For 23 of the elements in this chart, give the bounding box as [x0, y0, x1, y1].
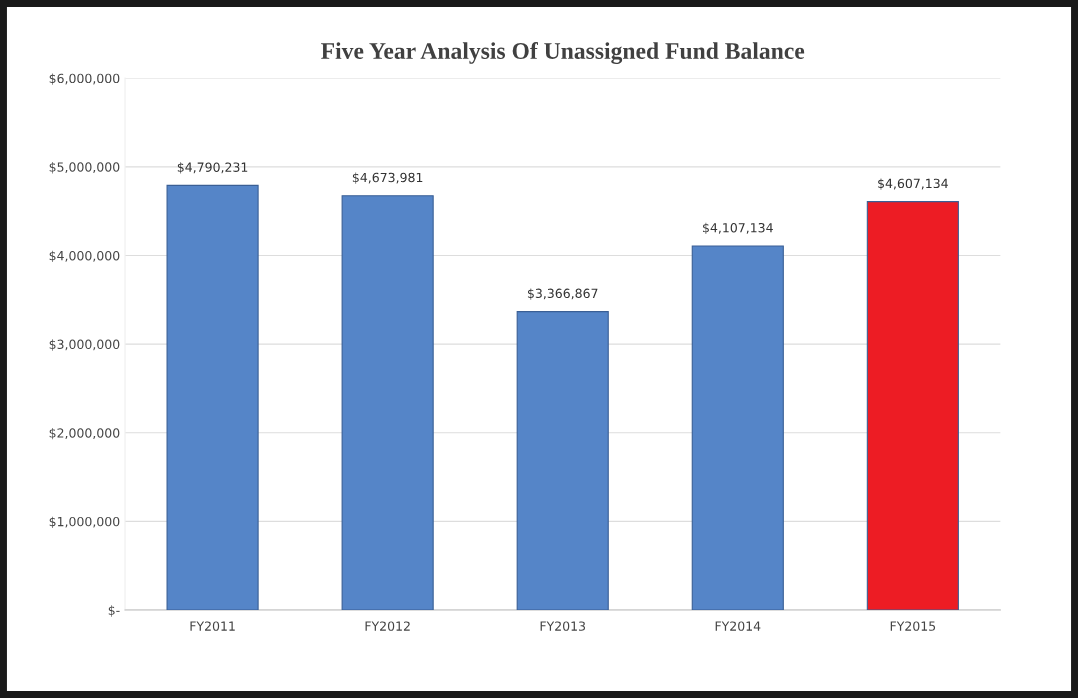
chart-title: Five Year Analysis Of Unassigned Fund Balance: [321, 42, 805, 64]
bar: [341, 195, 434, 611]
bar: [516, 311, 609, 611]
data-label: $4,790,231: [177, 162, 248, 174]
data-label: $4,673,981: [352, 172, 423, 184]
data-label: $4,607,134: [878, 178, 948, 190]
bar: [166, 184, 259, 611]
bar: [691, 245, 784, 611]
y-tick-label: $5,000,000: [49, 162, 120, 174]
y-tick-label: $3,000,000: [49, 339, 120, 351]
y-tick-label: $4,000,000: [49, 250, 120, 263]
bar: [866, 201, 959, 611]
y-tick-label: $2,000,000: [49, 428, 120, 440]
x-tick-label: FY2015: [890, 621, 936, 631]
x-tick-label: FY2014: [715, 621, 761, 631]
x-tick-label: FY2013: [540, 621, 586, 631]
y-tick-label: $1,000,000: [49, 516, 120, 528]
y-tick-label: $-: [108, 605, 120, 617]
x-tick-label: FY2011: [190, 621, 235, 631]
data-label: $3,366,867: [527, 288, 598, 300]
data-label: $4,107,134: [703, 222, 773, 235]
y-tick-label: $6,000,000: [49, 73, 120, 85]
x-tick-label: FY2012: [365, 621, 410, 631]
